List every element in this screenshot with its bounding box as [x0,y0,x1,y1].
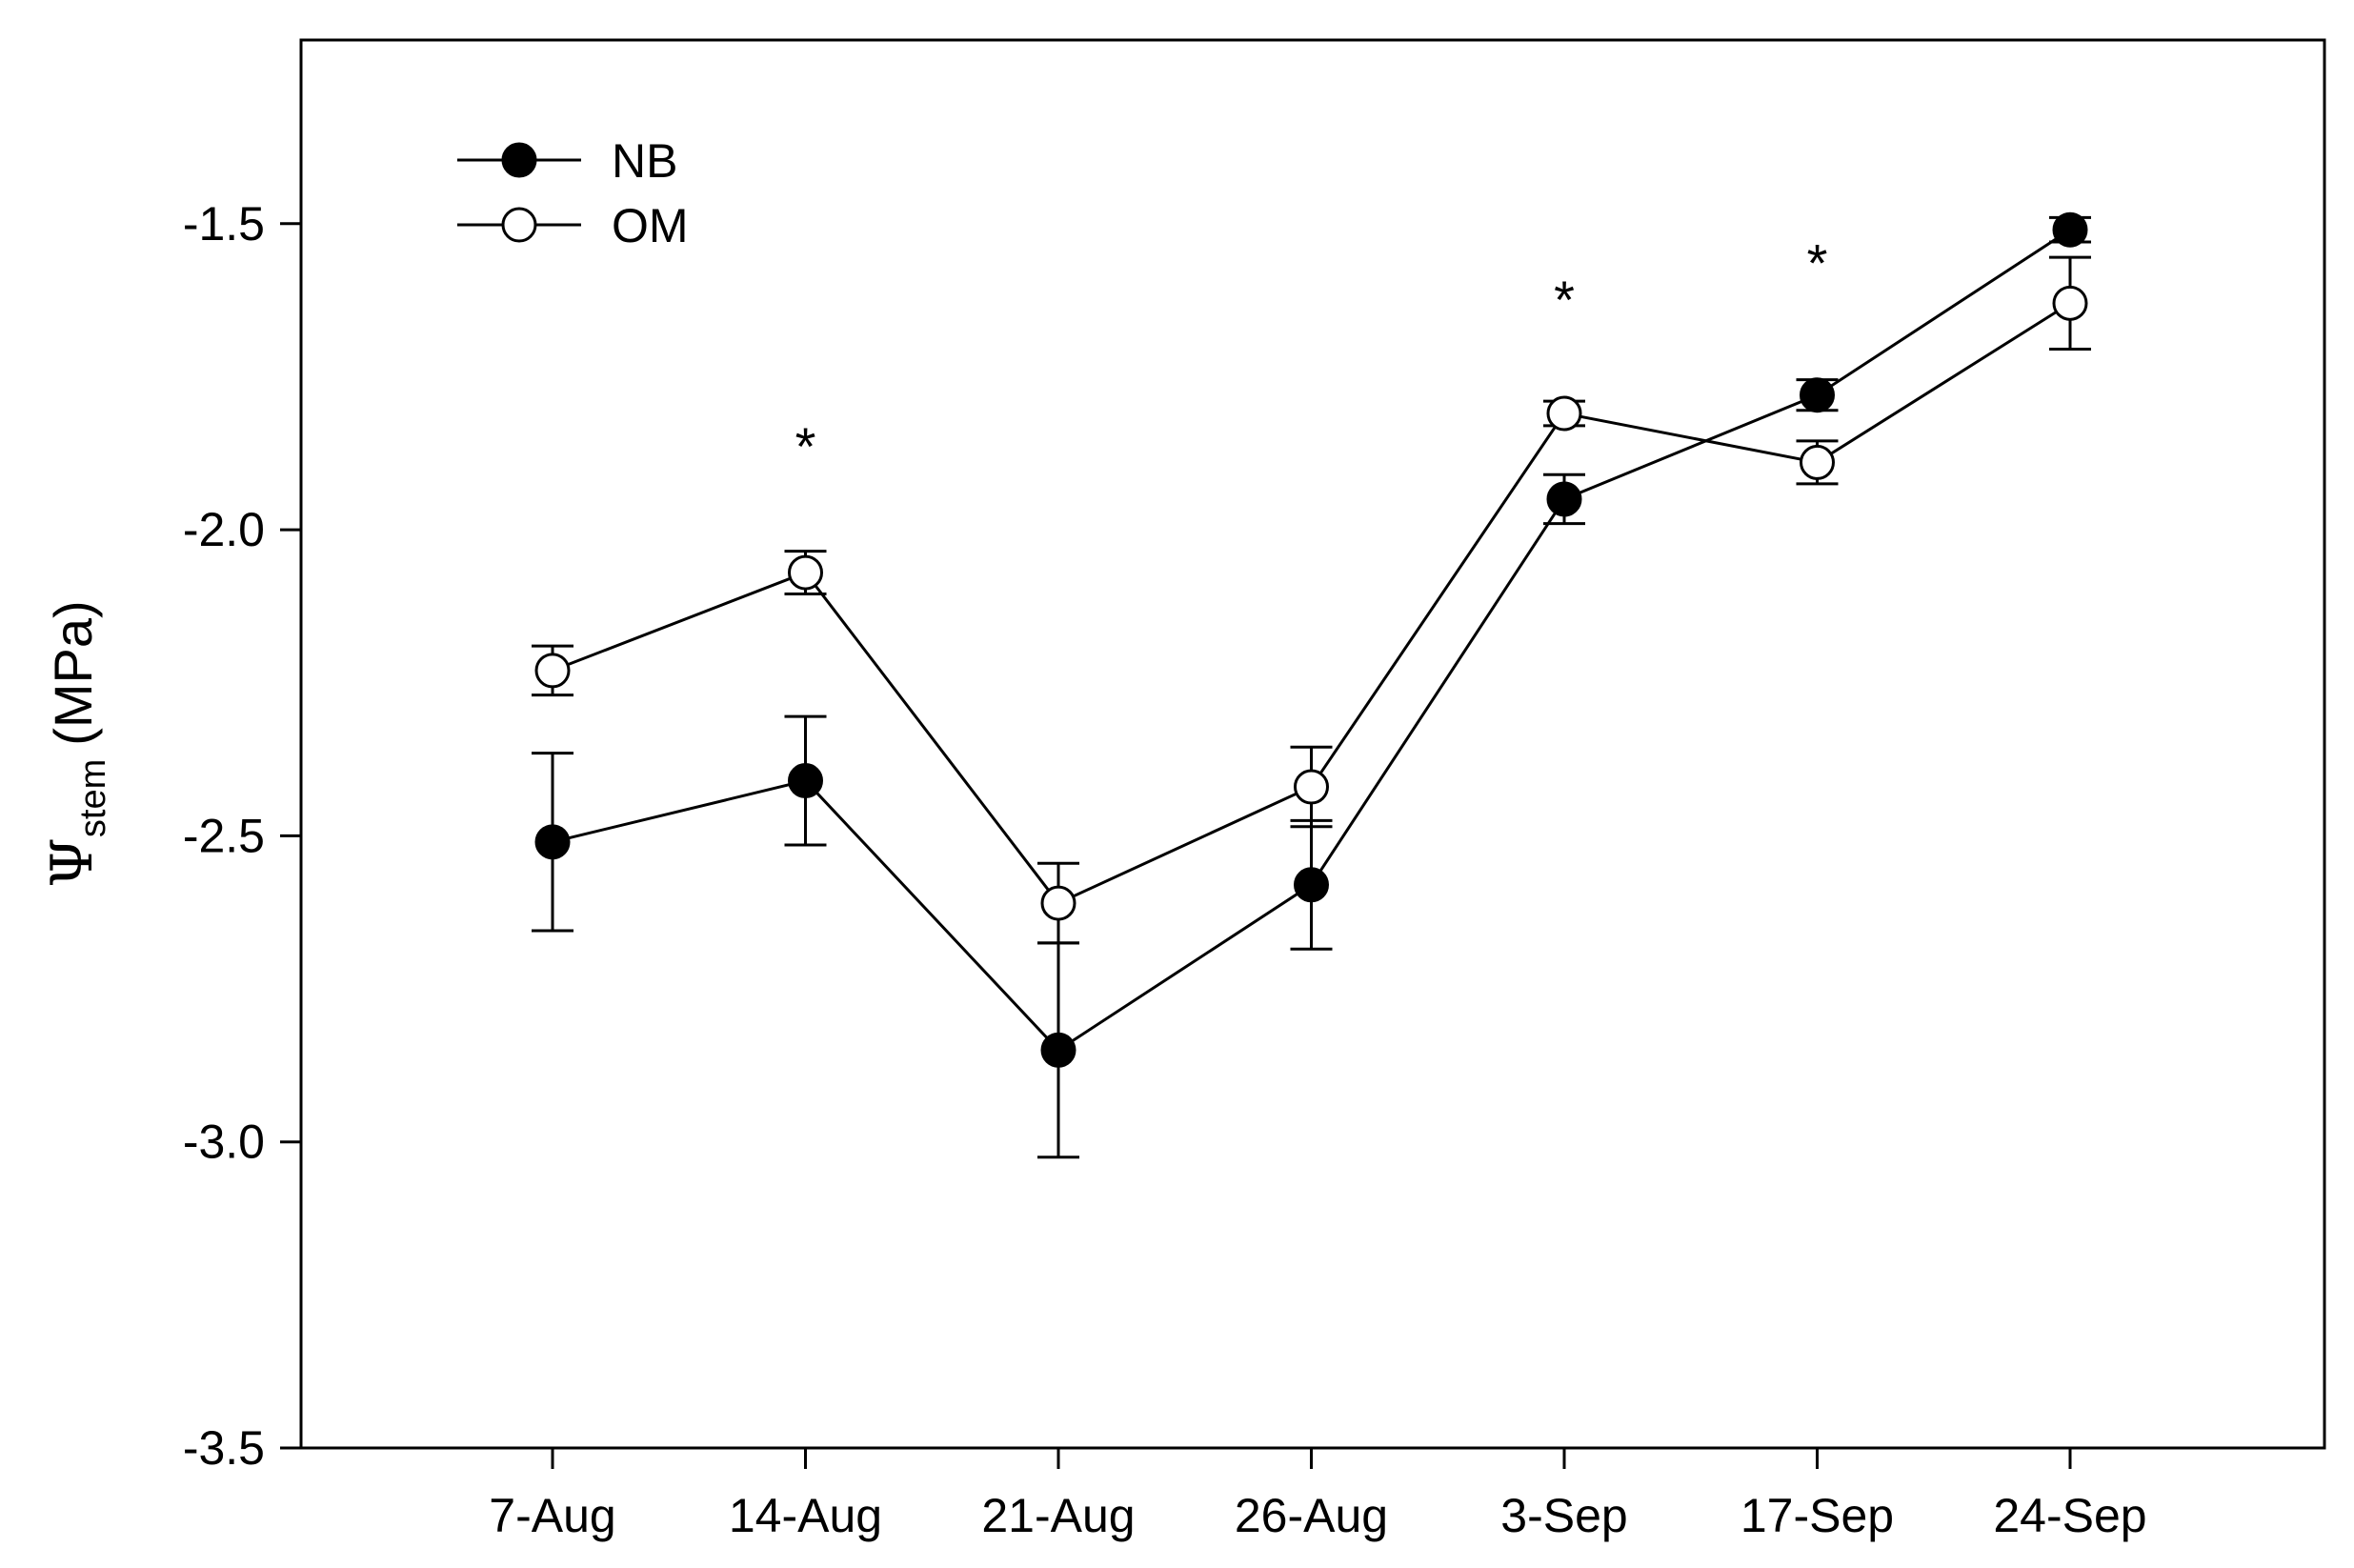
data-point-nb [1040,1032,1076,1068]
legend-entry-nb: NB [457,134,677,188]
series-nb [532,211,2091,1159]
y-tick-label: -3.0 [183,1116,265,1169]
legend-entry-om: OM [457,199,689,252]
x-axis: 7-Aug 14-Aug 21-Aug 26-Aug 3-Sep 17-Sep 24-Sep [489,1448,2147,1542]
data-point-nb [1800,377,1835,413]
y-tick-label: -3.5 [183,1421,265,1475]
y-axis-subscript: stem [73,759,113,837]
x-tick-label: 14-Aug [729,1489,882,1542]
x-tick-label: 24-Sep [1993,1489,2146,1542]
data-point-nb [1294,867,1329,903]
significance-markers: * * * [795,232,1828,476]
data-point-nb [788,763,823,799]
significance-asterisk: * [1807,232,1828,292]
y-axis-unit: (MPa) [43,600,103,745]
y-axis-title-text: Ψstem (MPa) [39,600,113,887]
x-tick-label: 26-Aug [1235,1489,1388,1542]
data-point-om [1800,444,1835,480]
plot-frame [299,38,2326,1450]
data-point-om [1294,769,1329,805]
y-tick-label: -2.0 [183,503,265,556]
significance-asterisk: * [1554,270,1575,330]
y-axis-title: Ψstem (MPa) [39,600,113,887]
significance-asterisk: * [795,416,816,476]
legend-label: NB [612,134,677,188]
data-point-om [1040,885,1076,921]
series-om [532,255,2091,945]
x-tick-label: 3-Sep [1500,1489,1627,1542]
y-tick-label: -2.5 [183,809,265,862]
x-tick-label: 17-Sep [1740,1489,1894,1542]
data-point-om [534,653,571,689]
data-point-nb [2052,211,2088,248]
legend-marker [501,207,537,243]
data-point-om [788,554,823,591]
legend-label: OM [612,199,689,252]
y-axis: -3.5 -3.0 -2.5 -2.0 -1.5 [183,197,301,1475]
data-point-om [1546,395,1582,432]
data-point-nb [1546,481,1582,517]
y-axis-symbol: Ψ [39,837,106,888]
data-point-om [2052,285,2088,321]
legend-marker [501,142,537,178]
legend: NB OM [457,134,689,252]
x-tick-label: 21-Aug [981,1489,1135,1542]
y-tick-label: -1.5 [183,197,265,251]
series-layer [532,211,2091,1159]
data-point-nb [534,824,571,860]
x-tick-label: 7-Aug [489,1489,615,1542]
